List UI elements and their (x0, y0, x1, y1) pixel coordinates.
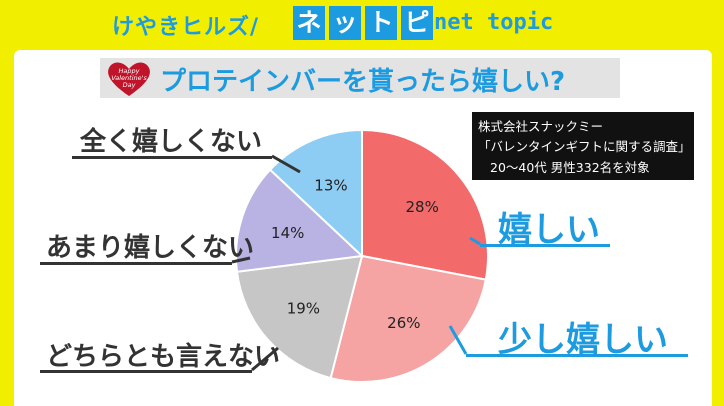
slice-value-label: 14% (271, 224, 304, 242)
slice-value-label: 13% (314, 176, 347, 194)
brand-logo: けやきヒルズ/ (112, 15, 260, 40)
pie-slice-dochira (235, 254, 364, 380)
source-line-2: 「バレンタインギフトに関する調査」 (478, 139, 691, 154)
logo-tile-3: ト (365, 6, 397, 40)
category-label-ureshii: 嬉しい (498, 210, 600, 250)
chart-title: プロテインバーを貰ったら嬉しい? (160, 67, 566, 97)
badge-line-1: Happy (119, 67, 140, 75)
slice-value-label: 19% (287, 300, 320, 318)
leader-line-ureshii (469, 236, 481, 246)
valentine-heart-icon: Happy Valentine's Day (106, 60, 152, 98)
category-label-sukoshi: 少し嬉しい (498, 320, 668, 360)
pie-slice-amari (235, 168, 365, 273)
source-box: 株式会社スナックミー 「バレンタインギフトに関する調査」 20～40代 男性33… (472, 112, 694, 180)
underline-sukoshi (466, 354, 688, 357)
underline-dochira (40, 370, 252, 373)
pie-slice-ureshii (361, 128, 489, 281)
logo-tile-2: ッ (329, 6, 361, 40)
category-label-amari: あまり嬉しくない (46, 233, 255, 263)
source-line-1: 株式会社スナックミー (478, 119, 604, 134)
leader-line-mattaku (271, 154, 301, 174)
underline-amari (40, 262, 232, 265)
header-subtitle: net topic (434, 10, 554, 35)
badge-line-3: Day (123, 81, 136, 89)
underline-mattaku (72, 156, 272, 159)
badge-line-2: Valentine's (111, 74, 147, 82)
underline-ureshii (480, 244, 610, 247)
slice-value-label: 28% (406, 198, 439, 216)
leader-line-dochira (251, 346, 279, 372)
source-line-3: 20～40代 男性332名を対象 (490, 160, 650, 175)
leader-line-sukoshi (448, 325, 468, 355)
leader-line-amari (231, 256, 251, 264)
category-label-dochira: どちらとも言えない (46, 342, 281, 372)
slice-value-label: 26% (387, 314, 420, 332)
pie-slice-sukoshi (329, 254, 487, 383)
header-bar: けやきヒルズ/ ネ ッ ト ピ net topic (0, 0, 724, 46)
category-label-mattaku: 全く嬉しくない (80, 127, 263, 157)
logo-tile-4: ピ (401, 6, 433, 40)
title-bar (100, 58, 620, 98)
logo-tile-1: ネ (293, 6, 325, 40)
pie-slice-mattaku (268, 128, 363, 259)
